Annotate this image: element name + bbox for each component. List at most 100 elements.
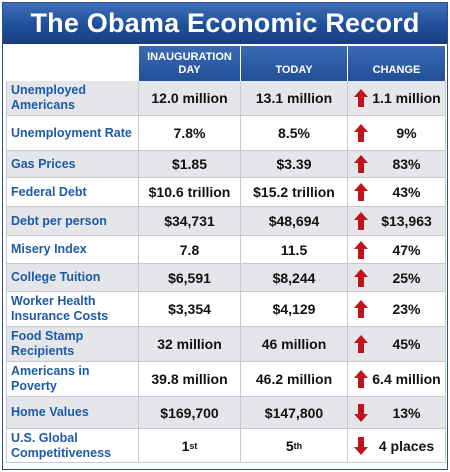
ordinal-suffix: th (293, 440, 303, 451)
row-label: Misery Index (6, 236, 139, 264)
change-text: 13% (392, 404, 421, 421)
inauguration-value: $1.85 (139, 151, 241, 178)
inauguration-value: $3,354 (139, 292, 241, 327)
today-value: $4,129 (241, 292, 348, 327)
today-value: $3.39 (241, 151, 348, 178)
row-label: Home Values (6, 397, 139, 429)
up-arrow-icon (354, 183, 368, 201)
change-text: 9% (396, 125, 417, 141)
change-value: 13% (348, 397, 446, 429)
inauguration-value-text: 7.8 (179, 241, 200, 258)
change-text: 4 places (378, 437, 435, 454)
up-arrow-icon (354, 212, 368, 230)
inauguration-value: $10.6 trillion (139, 178, 241, 207)
row-label: College Tuition (6, 264, 139, 292)
up-arrow-icon (354, 335, 368, 353)
today-value: $8,244 (241, 264, 348, 292)
inauguration-value: 32 million (139, 327, 241, 362)
today-value: 46 million (241, 327, 348, 362)
today-value: $15.2 trillion (241, 178, 348, 207)
inauguration-value: 7.8 (139, 236, 241, 264)
change-value: $13,963 (348, 207, 446, 236)
today-value-text: 8.5% (278, 125, 310, 141)
today-value-text: $8,244 (272, 269, 316, 286)
change-value: 25% (348, 264, 446, 292)
today-value-text: 5 (285, 437, 294, 454)
today-value: $48,694 (241, 207, 348, 236)
inauguration-value: $169,700 (139, 397, 241, 429)
down-arrow-icon (354, 403, 368, 422)
ordinal-suffix: st (189, 440, 198, 451)
inauguration-value-text: $1.85 (171, 156, 208, 172)
inauguration-value-text: $3,354 (168, 301, 211, 317)
down-arrow-icon (354, 436, 368, 455)
inauguration-value: $34,731 (139, 207, 241, 236)
header-today: TODAY (241, 46, 348, 81)
today-value-text: 11.5 (280, 241, 308, 258)
row-label: Unemployed Americans (6, 81, 139, 116)
change-text: 47% (392, 241, 421, 258)
today-value-text: $3.39 (276, 156, 312, 172)
change-value: 45% (348, 327, 446, 362)
change-value: 43% (348, 178, 446, 207)
row-label: Unemployment Rate (6, 116, 139, 151)
today-value-text: $48,694 (268, 213, 320, 229)
row-label: Debt per person (6, 207, 139, 236)
row-label: Gas Prices (6, 151, 139, 178)
inauguration-value-text: $169,700 (160, 404, 219, 421)
row-label: Worker Health Insurance Costs (6, 292, 139, 327)
inauguration-value-text: 1 (181, 437, 190, 454)
inauguration-value-text: 7.8% (173, 125, 206, 141)
today-value-text: $147,800 (264, 404, 324, 421)
inauguration-value-text: $10.6 trillion (148, 184, 231, 200)
today-value-text: 13.1 million (255, 90, 333, 106)
up-arrow-icon (354, 124, 368, 142)
change-value: 1.1 million (348, 81, 446, 116)
inauguration-value-text: $34,731 (164, 213, 215, 229)
change-text: 25% (392, 269, 421, 286)
inauguration-value-text: 39.8 million (151, 371, 228, 387)
inauguration-value: 7.8% (139, 116, 241, 151)
change-value: 6.4 million (348, 362, 446, 397)
change-value: 4 places (348, 429, 446, 463)
today-value: 8.5% (241, 116, 348, 151)
change-text: $13,963 (381, 213, 432, 229)
today-value: 46.2 million (241, 362, 348, 397)
row-label: Americans in Poverty (6, 362, 139, 397)
change-value: 47% (348, 236, 446, 264)
row-label: Federal Debt (6, 178, 139, 207)
change-text: 1.1 million (372, 90, 441, 106)
change-value: 23% (348, 292, 446, 327)
page-title: The Obama Economic Record (30, 8, 420, 38)
today-value-text: $15.2 trillion (253, 184, 335, 200)
up-arrow-icon (354, 240, 368, 259)
up-arrow-icon (354, 89, 368, 107)
change-text: 83% (392, 156, 421, 172)
record-table: INAUGURATION DAY TODAY CHANGE Unemployed… (6, 46, 446, 463)
inauguration-value: 39.8 million (139, 362, 241, 397)
inauguration-value-text: 12.0 million (151, 90, 228, 106)
title-bar: The Obama Economic Record (3, 3, 447, 44)
today-value-text: 46.2 million (255, 371, 333, 387)
row-label: U.S. Global Competitiveness (6, 429, 139, 463)
inauguration-value: $6,591 (139, 264, 241, 292)
row-label: Food Stamp Recipients (6, 327, 139, 362)
header-change: CHANGE (348, 46, 446, 81)
change-text: 45% (392, 336, 421, 352)
change-text: 43% (392, 184, 421, 200)
today-value: 13.1 million (241, 81, 348, 116)
change-text: 6.4 million (372, 371, 441, 387)
up-arrow-icon (354, 268, 368, 287)
today-value-text: 46 million (261, 336, 327, 352)
today-value: $147,800 (241, 397, 348, 429)
up-arrow-icon (354, 300, 368, 318)
header-inauguration-day: INAUGURATION DAY (139, 46, 241, 81)
change-value: 83% (348, 151, 446, 178)
today-value-text: $4,129 (272, 301, 316, 317)
inauguration-value-text: 32 million (157, 336, 222, 352)
up-arrow-icon (354, 370, 368, 388)
change-text: 23% (392, 301, 421, 317)
